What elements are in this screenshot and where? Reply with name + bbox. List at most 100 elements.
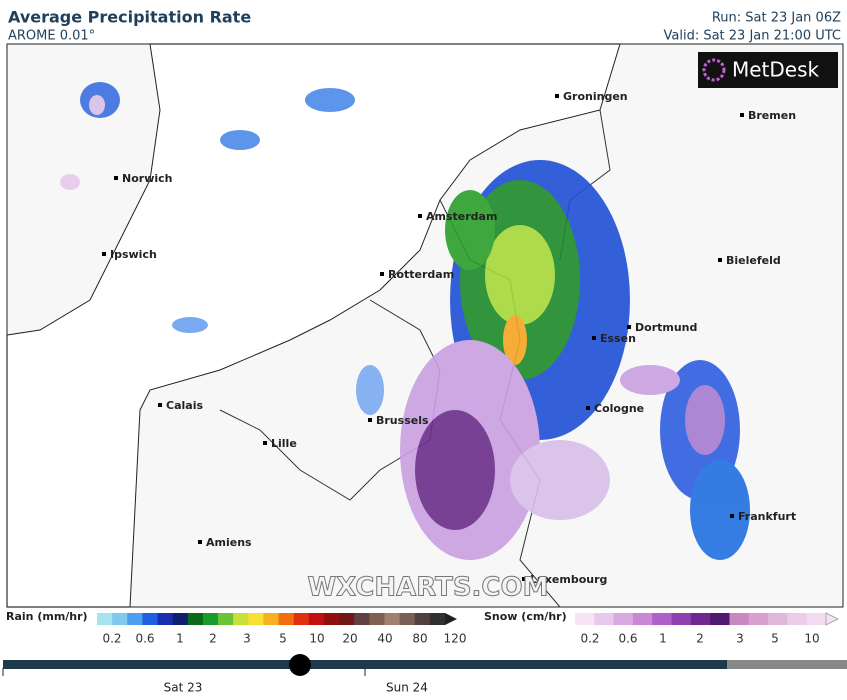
city-label: Calais	[166, 399, 203, 412]
snow-swatch	[748, 613, 769, 625]
rain-tick: 3	[243, 632, 251, 646]
snow-swatch	[768, 613, 788, 625]
timeline-label[interactable]: Sat 23	[164, 681, 203, 695]
rain-tick: 40	[377, 632, 392, 646]
city-label: Brussels	[376, 414, 429, 427]
rain-swatch	[218, 613, 234, 625]
city-dot	[380, 272, 384, 276]
snow-swatch	[690, 613, 711, 625]
city-label: Essen	[600, 332, 636, 345]
rain-tick: 80	[412, 632, 427, 646]
city-label: Dortmund	[635, 321, 697, 334]
rain-swatch	[308, 613, 325, 625]
city-label: Bielefeld	[726, 254, 781, 267]
rain-arrow	[445, 613, 457, 625]
city-label: Frankfurt	[738, 510, 796, 523]
city-dot	[718, 258, 722, 262]
city-label: Cologne	[594, 402, 644, 415]
rain-swatch	[293, 613, 310, 625]
city-label: Norwich	[122, 172, 172, 185]
city-dot	[627, 325, 631, 329]
city-label: Luxembourg	[530, 573, 607, 586]
rain-swatch	[187, 613, 204, 625]
snow-tick: 3	[736, 632, 744, 646]
snow-tick: 5	[771, 632, 779, 646]
rain-swatch	[172, 613, 189, 625]
snow-swatch	[729, 613, 750, 625]
map: Groningen Bremen Norwich Amsterdam Ipswich Bi…	[6, 43, 844, 608]
rain-swatch	[97, 613, 113, 625]
snow-tick: 0.2	[580, 632, 599, 646]
snow-swatch	[594, 613, 615, 625]
timeline-rest	[727, 660, 847, 669]
snow-swatch	[632, 613, 653, 625]
title: Average Precipitation Rate	[8, 8, 251, 27]
city-dot	[730, 514, 734, 518]
city-label: Bremen	[748, 109, 796, 122]
border	[219, 299, 441, 501]
rain-label: Rain (mm/hr)	[6, 610, 88, 623]
logo-icon	[702, 58, 726, 82]
rain-tick: 10	[309, 632, 324, 646]
city-label: Amsterdam	[426, 210, 497, 223]
city-dot	[368, 418, 372, 422]
rain-swatch	[142, 613, 159, 625]
rain-swatch	[354, 613, 370, 625]
rain-swatch	[248, 613, 264, 625]
rain-swatch	[278, 613, 295, 625]
precipitation	[60, 82, 750, 560]
logo-box	[698, 52, 838, 88]
snow-tick: 1	[659, 632, 667, 646]
city-dot	[555, 94, 559, 98]
rain-swatch	[127, 613, 143, 625]
rain-tick: 5	[279, 632, 287, 646]
city-dot	[158, 403, 162, 407]
snow-swatch	[671, 613, 692, 625]
city-label: Amiens	[206, 536, 252, 549]
england	[6, 43, 161, 336]
city-dot	[740, 113, 744, 117]
timeline-label[interactable]: Sun 24	[386, 681, 428, 695]
city-dot	[586, 406, 590, 410]
rain-swatch	[157, 613, 174, 625]
city-label: Groningen	[563, 90, 628, 103]
timeline-knob[interactable]	[289, 654, 311, 676]
snow-tick: 10	[804, 632, 819, 646]
timeline-track[interactable]	[3, 660, 727, 669]
snow-tick: 2	[696, 632, 704, 646]
rain-swatch	[323, 613, 340, 625]
logo: MetDesk	[732, 58, 820, 82]
snow-swatch	[652, 613, 673, 625]
snow-arrow	[825, 612, 840, 626]
snow-label: Snow (cm/hr)	[484, 610, 567, 623]
rain-swatch	[263, 613, 280, 625]
snow-swatch	[787, 613, 808, 625]
rain-tick: 0.6	[135, 632, 154, 646]
run: Run: Sat 23 Jan 06Z	[712, 11, 841, 26]
city-dot	[102, 252, 106, 256]
city-label: Lille	[271, 437, 297, 450]
rain-swatch	[112, 613, 128, 625]
rain-tick: 1	[176, 632, 184, 646]
city-dot	[592, 336, 596, 340]
snow-swatch	[806, 613, 827, 625]
watermark: WXCHARTS.COM	[307, 573, 548, 603]
snow-tick: 0.6	[618, 632, 637, 646]
city-dot	[522, 577, 526, 581]
rain-swatch	[414, 613, 431, 625]
rain-swatch	[429, 613, 446, 625]
rain-swatch	[369, 613, 385, 625]
snow-swatch	[613, 613, 634, 625]
city-dot	[198, 540, 202, 544]
rain-tick: 2	[209, 632, 217, 646]
city-label: Rotterdam	[388, 268, 454, 281]
city-label: Ipswich	[110, 248, 157, 261]
snow-swatch	[710, 613, 730, 625]
city-dot	[114, 176, 118, 180]
snow-swatch	[575, 613, 595, 625]
rain-swatch	[399, 613, 416, 625]
city-dot	[263, 441, 267, 445]
model: AROME 0.01°	[8, 29, 95, 44]
